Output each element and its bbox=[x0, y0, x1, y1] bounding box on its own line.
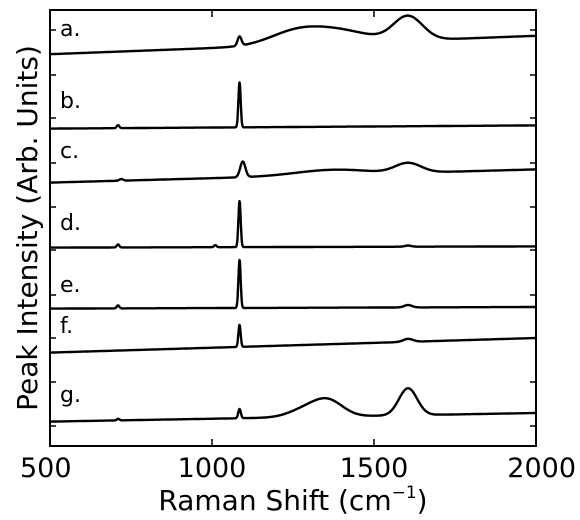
spectrum-line-f bbox=[49, 323, 537, 354]
spectrum-line-b bbox=[49, 81, 537, 130]
x-tick-label-2000: 2000 bbox=[507, 453, 576, 484]
trace-label-c: c. bbox=[60, 139, 79, 164]
x-axis-label-superscript: −1 bbox=[392, 483, 417, 503]
y-axis-ticks bbox=[50, 29, 536, 427]
trace-label-e: e. bbox=[60, 273, 81, 298]
trace-labels: a. b. c. d. e. f. g. bbox=[60, 17, 81, 408]
x-axis-label-main: Raman Shift (cm bbox=[158, 484, 391, 517]
trace-label-b: b. bbox=[60, 89, 81, 114]
x-tick-label-500: 500 bbox=[20, 453, 72, 484]
plot-frame bbox=[49, 9, 537, 447]
trace-label-f: f. bbox=[60, 314, 73, 339]
x-axis-ticks: 500 1000 1500 2000 bbox=[20, 10, 576, 484]
spectrum-line-c bbox=[49, 160, 537, 184]
x-axis-label: Raman Shift (cm−1) bbox=[158, 483, 427, 517]
x-tick-label-1500: 1500 bbox=[340, 453, 409, 484]
y-axis-label: Peak Intensity (Arb. Units) bbox=[11, 45, 44, 411]
x-tick-label-1000: 1000 bbox=[178, 453, 247, 484]
spectrum-line-a bbox=[49, 14, 537, 56]
x-axis-label-tail: ) bbox=[417, 484, 428, 517]
trace-label-d: d. bbox=[60, 211, 81, 236]
spectra-traces bbox=[49, 14, 537, 423]
trace-label-a: a. bbox=[60, 17, 80, 42]
spectrum-line-d bbox=[49, 199, 537, 249]
spectrum-line-e bbox=[49, 258, 537, 310]
trace-label-g: g. bbox=[60, 383, 81, 408]
spectrum-line-g bbox=[49, 387, 537, 423]
